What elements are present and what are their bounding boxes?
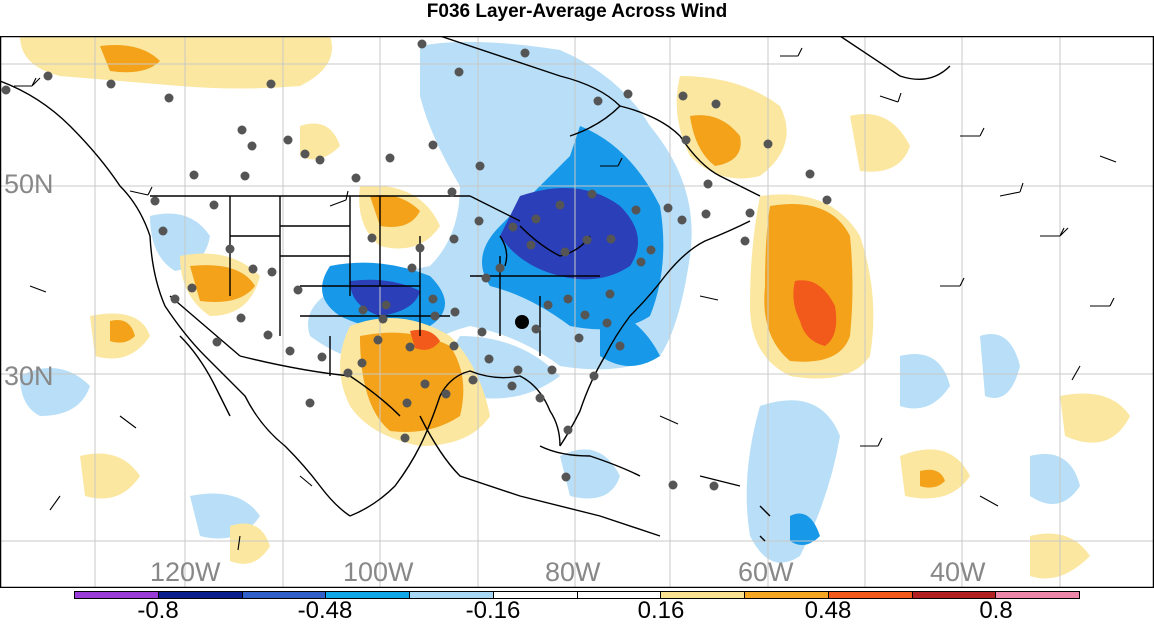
colorbar-segment bbox=[828, 592, 913, 598]
selected-station-marker bbox=[515, 315, 529, 329]
weather-map: 120W 100W 80W 60W 40W 50N 30N bbox=[0, 36, 1154, 588]
colorbar-label-neg-0.48: -0.48 bbox=[297, 597, 353, 624]
colorbar-segment bbox=[410, 592, 494, 598]
colorbar bbox=[74, 591, 1080, 599]
colorbar-segment bbox=[577, 592, 662, 598]
strong-negative-regions bbox=[350, 188, 638, 316]
lon-label-120w: 120W bbox=[150, 557, 221, 587]
colorbar-label-0.48: 0.48 bbox=[804, 597, 852, 624]
colorbar-segment bbox=[326, 592, 410, 598]
strong-positive-regions bbox=[410, 280, 837, 350]
lon-label-80w: 80W bbox=[545, 557, 601, 587]
lat-label-50n: 50N bbox=[4, 169, 54, 199]
wind-barbs bbox=[14, 47, 1117, 551]
colorbar-segment bbox=[158, 592, 243, 598]
colorbar-segment bbox=[493, 592, 578, 598]
colorbar-segment bbox=[242, 592, 327, 598]
station-dots bbox=[1, 39, 832, 491]
colorbar-label-neg-0.16: -0.16 bbox=[465, 597, 521, 624]
colorbar-segment bbox=[745, 592, 829, 598]
colorbar-segment bbox=[75, 592, 159, 598]
positive-regions bbox=[100, 45, 945, 488]
colorbar-label-0.8: 0.8 bbox=[979, 597, 1013, 624]
lon-label-40w: 40W bbox=[930, 557, 986, 587]
lat-label-30n: 30N bbox=[4, 361, 54, 391]
colorbar-label-0.16: 0.16 bbox=[637, 597, 685, 624]
lon-label-60w: 60W bbox=[738, 557, 794, 587]
colorbar-segment bbox=[661, 592, 745, 598]
colorbar-segment bbox=[912, 592, 997, 598]
lat-lon-grid bbox=[0, 36, 1154, 588]
lon-label-100w: 100W bbox=[343, 557, 414, 587]
coastlines-and-borders bbox=[0, 36, 951, 542]
map-title: F036 Layer-Average Across Wind bbox=[426, 1, 728, 22]
colorbar-segment bbox=[996, 592, 1079, 598]
colorbar-label-neg-0.8: -0.8 bbox=[137, 597, 179, 624]
